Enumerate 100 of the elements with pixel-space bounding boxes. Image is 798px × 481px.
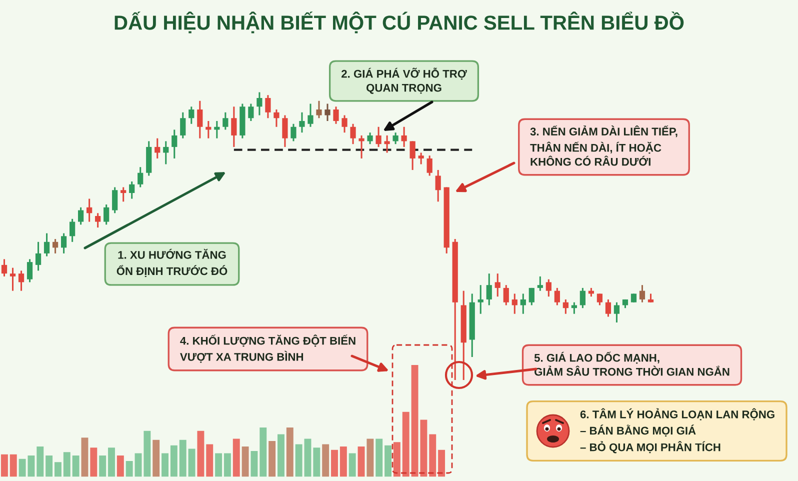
bar [99, 455, 106, 477]
bar [36, 446, 44, 477]
candlestick [180, 112, 186, 140]
candlestick [52, 238, 58, 254]
bar [232, 438, 240, 477]
bar [162, 453, 168, 477]
bar [322, 444, 330, 477]
candlestick [367, 132, 373, 145]
candlestick [104, 204, 110, 226]
bar [429, 434, 436, 477]
candlestick [596, 292, 603, 306]
candlestick [316, 100, 322, 119]
candlestick [580, 287, 586, 309]
bar [242, 446, 249, 477]
bar [376, 438, 383, 477]
bar [348, 453, 356, 477]
bar [268, 440, 276, 477]
candlestick [120, 186, 126, 202]
bar [313, 448, 320, 477]
bar [170, 445, 178, 477]
bar [179, 440, 186, 477]
annotation: 1. XU HƯỚNG TĂNG ỔN ĐỊNH TRƯỚC ĐÓ [116, 248, 228, 277]
text: 6. TÂM LÝ HOẢNG LOẠN LAN RỘNG – BÁN BẰNG MỌI GIÁ – BỎ QUA MỌI PHÂN TÍCH [580, 408, 774, 454]
candlestick [299, 112, 305, 134]
candlestick [537, 276, 543, 292]
chart-title: DẤU HIỆU NHẬN BIẾT MỘT CÚ PANIC SELL TRÊN BIỂU ĐỒ [114, 12, 684, 34]
candlestick [290, 123, 296, 142]
candlestick [376, 126, 382, 148]
candlestick [435, 169, 441, 202]
candlestick [333, 106, 339, 125]
candlestick [129, 180, 135, 200]
bar [260, 428, 267, 477]
candlestick [70, 218, 76, 243]
candlestick [528, 287, 534, 306]
candlestick [78, 206, 84, 226]
candlestick [554, 287, 560, 306]
candlestick [18, 270, 24, 292]
annotation: 3. NẾN GIẢM DÀI LIÊN TIẾP, THÂN NẾN DÀI, ÍT HOẶC KHÔNG CÓ RÂU DƯỚI [530, 125, 678, 166]
bar [144, 430, 151, 477]
bar [46, 455, 53, 477]
candlestick [350, 123, 356, 145]
bar [81, 438, 88, 477]
candlestick [10, 267, 16, 292]
candlestick [1, 258, 8, 278]
candlestick [231, 106, 237, 148]
candlestick [95, 212, 101, 228]
candlestick [478, 284, 484, 315]
bar [215, 453, 222, 477]
candlestick [512, 292, 518, 315]
bar [134, 453, 142, 477]
candlestick [265, 94, 271, 119]
candlestick [571, 302, 577, 315]
bar [438, 450, 446, 477]
annotation: 5. GIÁ LAO DỐC MẠNH, GIẢM SÂU TRONG THỜI GIAN NGẮN [534, 352, 730, 376]
candlestick [324, 103, 330, 122]
candlestick [410, 140, 416, 171]
bar [278, 434, 284, 477]
candlestick [86, 198, 92, 223]
candlestick [418, 152, 424, 165]
annotation: 2. GIÁ PHÁ VỠ HỖ TRỢ QUAN TRỌNG [342, 68, 467, 94]
bar [366, 438, 374, 477]
bar [393, 442, 400, 477]
candlestick [154, 138, 160, 160]
bar [358, 446, 365, 477]
candlestick [392, 132, 398, 145]
bar [340, 446, 347, 477]
candlestick [503, 284, 509, 306]
candlestick [282, 114, 288, 148]
bar [72, 455, 80, 477]
candlestick [138, 166, 144, 188]
bar [304, 438, 312, 477]
candlestick [188, 106, 194, 125]
bar [295, 444, 302, 477]
candlestick [44, 232, 50, 258]
bar [402, 412, 410, 477]
bar [108, 448, 115, 477]
bar [63, 452, 70, 477]
annotation: 4. KHỐI LƯỢNG TĂNG ĐỘT BIẾN VƯỢT XA TRUNG BÌNH [180, 334, 356, 363]
candlestick [308, 103, 314, 128]
candlestick [163, 140, 169, 165]
bar [116, 455, 124, 477]
bar [384, 445, 392, 477]
bar [286, 428, 294, 477]
candlestick [605, 298, 612, 318]
bar [90, 448, 98, 477]
bar [152, 440, 160, 477]
candlestick [426, 154, 432, 176]
bar [0, 454, 8, 477]
candlestick [112, 186, 118, 214]
candlestick [358, 134, 364, 160]
candlestick [401, 126, 407, 148]
candlestick [639, 284, 646, 304]
candlestick [60, 232, 67, 254]
candlestick [614, 302, 620, 324]
bar [206, 444, 214, 477]
candlestick [256, 92, 262, 116]
bar [197, 430, 204, 477]
candlestick [520, 292, 526, 315]
candlestick [384, 134, 390, 154]
candlestick [26, 258, 33, 283]
